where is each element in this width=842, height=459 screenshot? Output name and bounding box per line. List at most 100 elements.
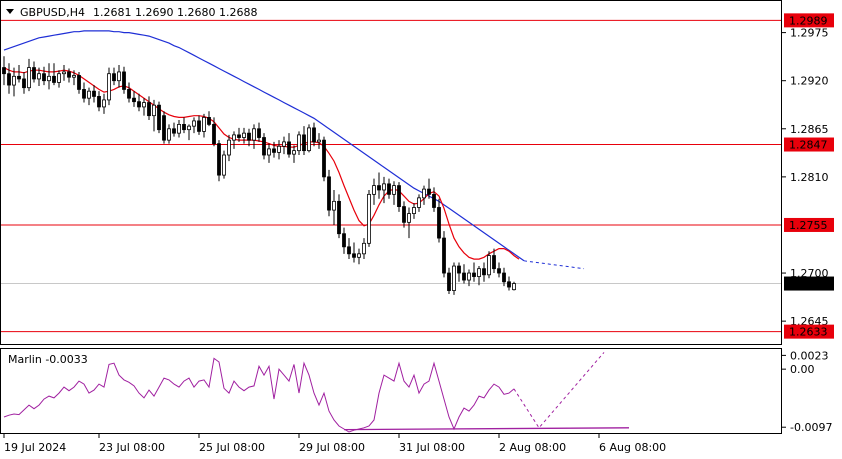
candle-body [52,75,56,83]
candle-body [442,237,446,274]
candle-body [422,188,426,199]
candle [472,262,476,282]
marlin-pane-border [0,348,782,434]
candle [137,93,141,112]
candle [292,145,296,163]
candle [437,198,441,243]
candle-body [207,117,211,125]
candle [92,85,96,103]
candle-body [462,272,466,281]
candle [237,127,241,142]
marlin-pane[interactable] [3,352,630,433]
candle-body [107,73,111,101]
candle-body [257,128,261,138]
candle [67,68,71,83]
marlin-tick-label: -0.0097 [790,421,832,434]
candle [347,238,351,260]
candle-body [457,265,461,274]
candle [392,181,396,205]
marlin-tick-label: 0.0023 [790,349,829,362]
candle-body [477,268,481,277]
level-badge [784,324,834,339]
candle-body [87,90,91,99]
candle-body [302,134,306,152]
level-badge-label: 1.2989 [789,14,828,27]
candle-body [382,183,386,191]
candle [167,124,171,144]
candle-body [447,272,451,291]
slow-ma-line [3,30,525,262]
time-tick-label: 23 Jul 08:00 [99,441,165,454]
candle-body [512,283,516,291]
candle-body [402,206,406,223]
candle-body [47,75,51,82]
marlin-oscillator [3,352,630,433]
candle [412,203,416,219]
candle [247,128,251,147]
candle [362,238,366,260]
candle-body [202,117,206,132]
candle [467,269,471,287]
candle [182,117,186,134]
candle-body [22,78,26,89]
symbol-header[interactable]: GBPUSD,H4 1.2681 1.2690 1.2680 1.2688 [6,6,257,19]
candle [172,122,176,137]
price-pane[interactable] [0,19,781,333]
candle-body [307,127,311,152]
candle-body [12,75,16,86]
candle-body [252,128,256,141]
marlin-trendline [343,427,630,431]
candle [397,182,401,212]
candle-body [362,242,366,255]
candle-body [427,188,431,195]
candle-body [502,272,506,283]
candle-body [142,102,146,108]
candle [322,136,326,182]
candle-body [272,148,276,153]
candle-body [352,253,356,258]
current-price-label: 1.2688 [789,278,828,291]
candle-body [62,71,66,75]
level-badge-label: 1.2755 [789,219,828,232]
candle-body [312,127,316,143]
candle [282,136,286,155]
candle [82,82,86,103]
candle [12,67,16,97]
marlin-line [3,357,515,433]
candle [42,66,46,86]
candle [442,231,446,278]
candle-body [32,67,36,80]
candle [72,70,76,86]
candlesticks [2,56,516,295]
candle-body [167,128,171,141]
candle [47,63,51,90]
candle-body [337,200,341,235]
candle-body [162,115,166,141]
candle [497,262,501,278]
candle [457,262,461,282]
candle-body [122,71,126,90]
candle [197,115,201,135]
candle [427,178,431,199]
candle-body [152,104,156,117]
candle-body [7,73,11,86]
candle-body [292,150,296,155]
candle [462,264,466,284]
candle [297,131,301,156]
candle-body [97,96,101,108]
candle-body [117,71,121,82]
candle-body [372,185,376,195]
level-badge-label: 1.2847 [789,139,828,152]
candle [332,189,336,225]
ohlc-values: 1.2681 1.2690 1.2680 1.2688 [93,6,257,19]
candle [212,117,216,147]
level-badge [784,13,834,28]
candle-body [237,134,241,138]
dropdown-triangle-icon[interactable] [6,9,14,14]
candle [207,111,211,127]
candle [157,101,161,134]
candle-body [222,154,226,176]
candle [142,98,146,116]
candle-body [407,213,411,223]
